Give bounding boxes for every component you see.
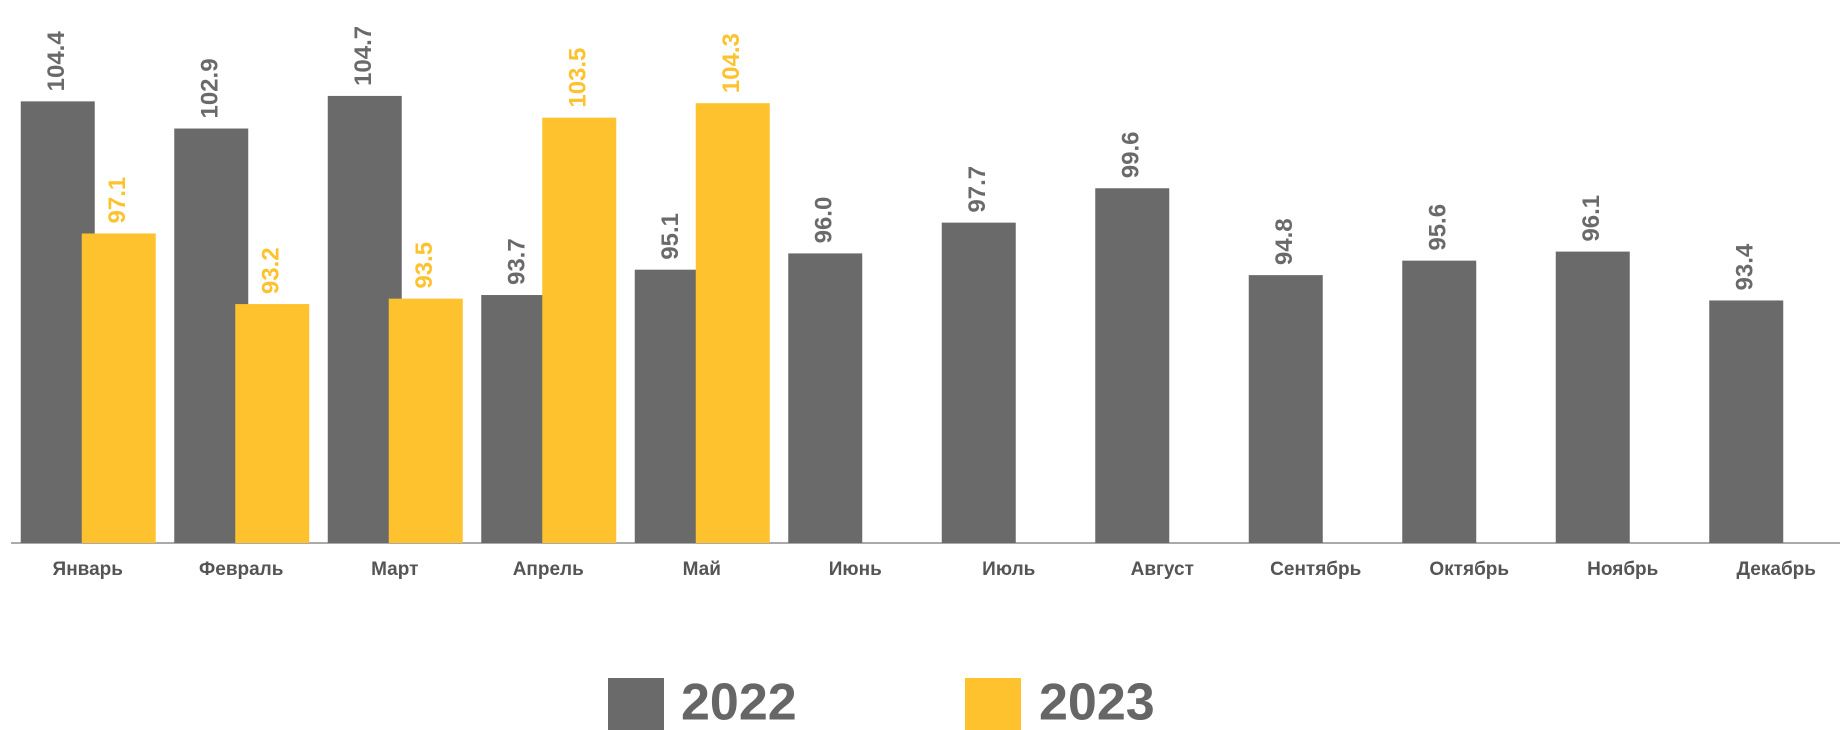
- x-tick-label: Апрель: [513, 559, 584, 580]
- bar: [388, 298, 463, 543]
- x-tick-label: Сентябрь: [1270, 559, 1361, 580]
- bar: [1709, 300, 1784, 543]
- bar: [788, 253, 863, 543]
- value-label: 93.4: [1732, 243, 1759, 290]
- legend-label: 2022: [681, 674, 797, 730]
- x-tick-label: Январь: [53, 559, 123, 580]
- x-tick-label: Март: [371, 559, 418, 580]
- x-tick-label: Июнь: [829, 559, 882, 580]
- value-label: 93.5: [411, 242, 438, 289]
- value-label: 93.2: [258, 247, 285, 294]
- value-label: 104.3: [718, 33, 745, 93]
- value-label: 99.6: [1118, 132, 1145, 179]
- legend-swatch: [965, 678, 1021, 730]
- value-label: 95.1: [657, 213, 684, 260]
- value-label: 97.1: [104, 177, 131, 224]
- bar: [235, 304, 310, 543]
- value-label: 97.7: [964, 166, 991, 213]
- bar: [1555, 251, 1630, 543]
- bar: [1402, 260, 1477, 543]
- x-tick-label: Ноябрь: [1587, 559, 1658, 580]
- value-label: 96.0: [811, 197, 838, 244]
- x-tick-label: Июль: [982, 559, 1035, 580]
- bar: [1248, 275, 1323, 543]
- value-label: 102.9: [197, 58, 224, 118]
- bar: [81, 233, 156, 544]
- x-tick-label: Август: [1131, 559, 1194, 580]
- value-label: 104.4: [43, 31, 70, 92]
- value-label: 95.6: [1425, 204, 1452, 251]
- bar: [542, 117, 617, 544]
- value-label: 103.5: [565, 48, 592, 108]
- value-label: 93.7: [504, 238, 531, 285]
- value-label: 104.7: [350, 26, 377, 86]
- bar: [941, 222, 1016, 543]
- legend-swatch: [608, 678, 664, 730]
- x-tick-label: Февраль: [199, 559, 283, 580]
- value-label: 96.1: [1578, 195, 1605, 242]
- value-label: 94.8: [1271, 218, 1298, 265]
- x-tick-label: Май: [683, 559, 721, 580]
- x-tick-label: Декабрь: [1737, 559, 1816, 580]
- bar: [1095, 188, 1170, 544]
- bar: [695, 103, 770, 544]
- x-tick-label: Октябрь: [1429, 559, 1509, 580]
- legend-label: 2023: [1039, 674, 1155, 730]
